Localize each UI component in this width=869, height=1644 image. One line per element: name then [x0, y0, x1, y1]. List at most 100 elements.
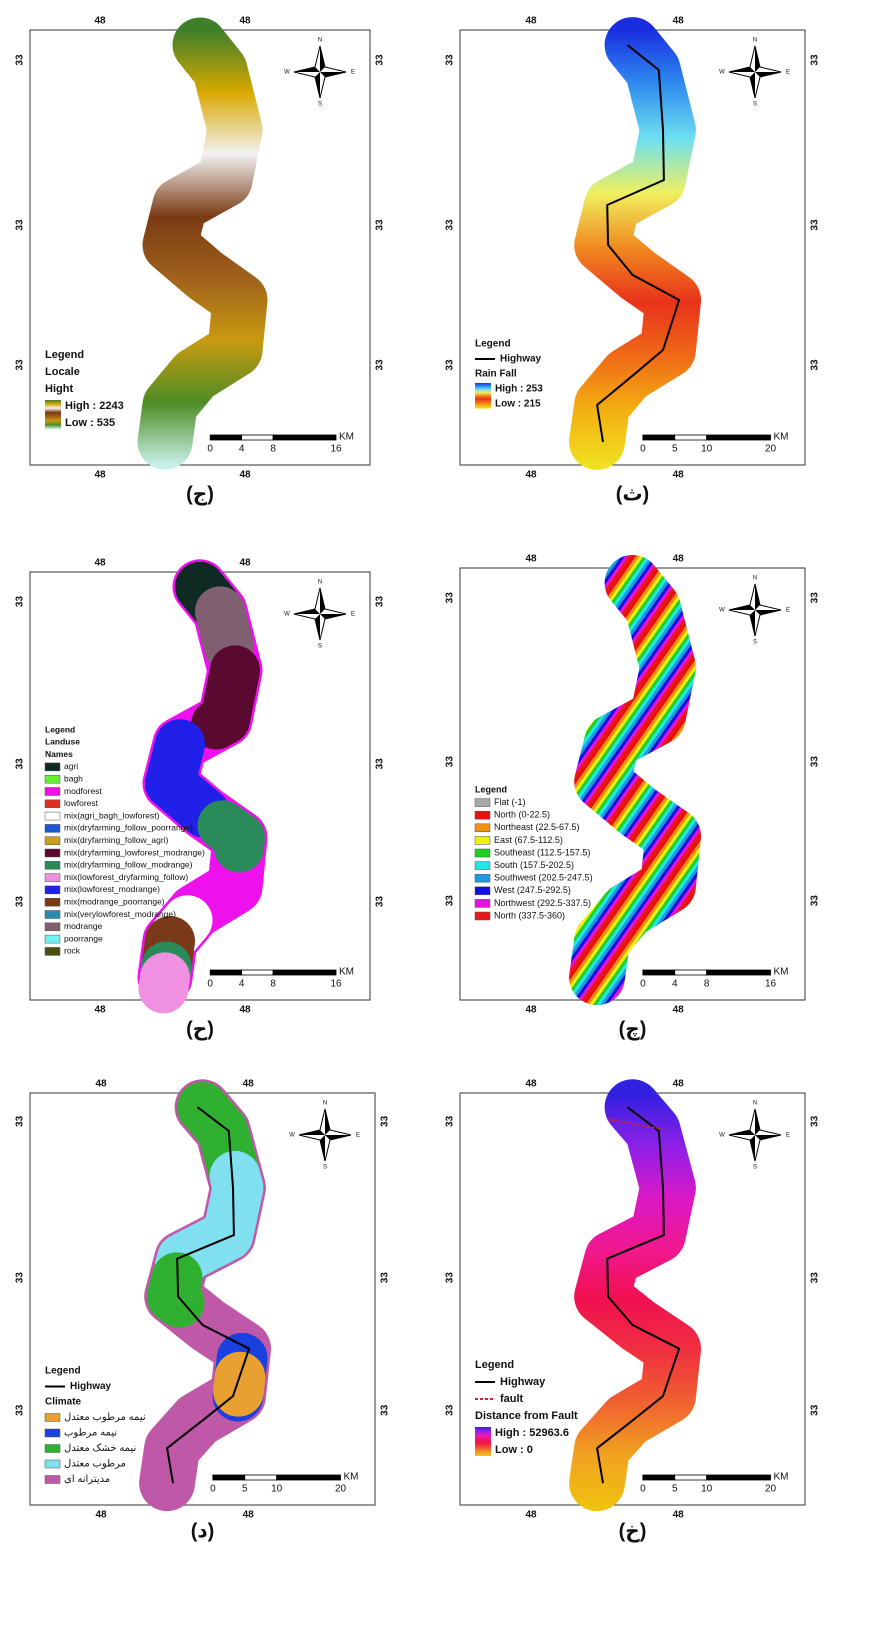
scale-label: 0	[207, 444, 213, 455]
coord-label: 33	[810, 895, 821, 907]
legend-text: Legend	[475, 1359, 514, 1371]
coord-label: 48	[94, 470, 106, 481]
coord-label: 48	[673, 1079, 685, 1090]
scale-label: 10	[271, 1484, 283, 1495]
coord-label: 33	[445, 592, 456, 604]
legend-swatch	[45, 800, 60, 808]
legend-swatch	[475, 874, 490, 882]
coord-label: 48	[239, 1005, 251, 1016]
scale-segment	[707, 970, 771, 975]
legend-text: Locale	[45, 366, 80, 378]
compass-letter: W	[284, 70, 290, 76]
legend-ramp	[45, 400, 61, 429]
legend-text: High : 2243	[65, 400, 124, 412]
legend-text: Flat (-1)	[494, 797, 526, 807]
scale-label: 0	[640, 979, 646, 990]
coord-label: 33	[15, 219, 26, 231]
coord-label: 33	[445, 756, 456, 768]
compass-letter: E	[351, 612, 355, 618]
coord-label: 33	[810, 1115, 821, 1127]
map-panel: 48484848333333333333NESW051020KMLegendHi…	[445, 1079, 821, 1543]
land-patch	[216, 670, 235, 724]
figure: 48 48 48 48 33 33 33 33 33 33 N E S W 0 48 16 KM Legend Loc…	[0, 0, 869, 1644]
map-panel: 48484848333333333333NESW051020KMLegendHi…	[445, 16, 821, 506]
legend-swatch	[45, 812, 60, 820]
legend-swatch	[45, 935, 60, 943]
legend-text: poorrange	[64, 933, 103, 943]
legend-ramp	[475, 383, 491, 409]
legend-text: modrange	[64, 921, 103, 931]
compass-letter: S	[323, 1165, 327, 1171]
legend-swatch	[45, 1429, 60, 1437]
panel-caption: (خ)	[619, 1520, 647, 1542]
coord-label: 33	[375, 219, 386, 231]
scale-label: 5	[242, 1484, 248, 1495]
legend-text: مرطوب معتدل	[64, 1459, 126, 1470]
scale-segment	[242, 435, 273, 440]
legend-swatch	[45, 874, 60, 882]
scale-label: 4	[239, 444, 245, 455]
legend-swatch	[45, 1460, 60, 1468]
coord-label: 48	[239, 16, 251, 27]
scale-label: 16	[330, 444, 342, 455]
scale-segment	[245, 1475, 277, 1480]
coord-label: 33	[810, 359, 821, 371]
legend-text: نیمه خشک معتدل	[64, 1443, 136, 1454]
legend-text: lowforest	[64, 798, 99, 808]
scale-segment	[707, 1475, 771, 1480]
coord-label: 48	[673, 554, 685, 565]
coord-label: 48	[673, 470, 685, 481]
legend-swatch	[45, 763, 60, 771]
land-patch	[220, 611, 229, 646]
legend-text: Highway	[500, 354, 542, 365]
scale-label: 0	[640, 444, 646, 455]
legend-text: mix(dryfarming_lowforest_modrange)	[64, 847, 205, 857]
scale-label: 10	[701, 444, 713, 455]
coord-label: 48	[95, 1079, 107, 1090]
scale-label: 0	[640, 1484, 646, 1495]
compass-letter: E	[786, 608, 790, 614]
coord-label: 48	[525, 470, 537, 481]
map-panel: 48484848333333333333NESW04816KMLegendLan…	[15, 558, 386, 1041]
compass-letter: W	[719, 1133, 725, 1139]
legend-text: bagh	[64, 773, 83, 783]
legend-swatch	[475, 899, 490, 907]
scale-segment	[643, 1475, 675, 1480]
legend-text: agri	[64, 761, 78, 771]
coord-label: 33	[380, 1404, 391, 1416]
legend-swatch	[45, 886, 60, 894]
legend-swatch	[45, 898, 60, 906]
coord-label: 33	[445, 54, 456, 66]
scale-segment	[643, 970, 675, 975]
legend-swatch	[45, 911, 60, 919]
legend-text: Hight	[45, 383, 73, 395]
coord-label: 48	[94, 16, 106, 27]
scale-unit: KM	[344, 1472, 359, 1483]
coord-label: 33	[375, 596, 386, 608]
legend-swatch	[475, 887, 490, 895]
coord-label: 48	[239, 470, 251, 481]
land-patch	[164, 977, 166, 988]
panel-caption: (ح)	[186, 1018, 214, 1040]
scale-segment	[213, 1475, 245, 1480]
compass-letter: E	[351, 70, 355, 76]
scale-unit: KM	[774, 1472, 789, 1483]
coord-label: 33	[15, 1115, 26, 1127]
coord-label: 48	[525, 1005, 537, 1016]
legend-text: Landuse	[45, 737, 80, 747]
legend-swatch	[475, 824, 490, 832]
legend-swatch	[45, 947, 60, 955]
legend-text: mix(lowforest_dryfarming_follow)	[64, 872, 188, 882]
legend-text: South (157.5-202.5)	[494, 860, 574, 870]
coord-label: 48	[673, 16, 685, 27]
legend-text: Low : 0	[495, 1444, 533, 1456]
compass-letter: N	[318, 38, 322, 44]
scale-unit: KM	[774, 967, 789, 978]
coord-label: 33	[15, 758, 26, 770]
scale-label: 5	[672, 444, 678, 455]
compass-letter: W	[719, 70, 725, 76]
legend-text: Rain Fall	[475, 369, 517, 380]
